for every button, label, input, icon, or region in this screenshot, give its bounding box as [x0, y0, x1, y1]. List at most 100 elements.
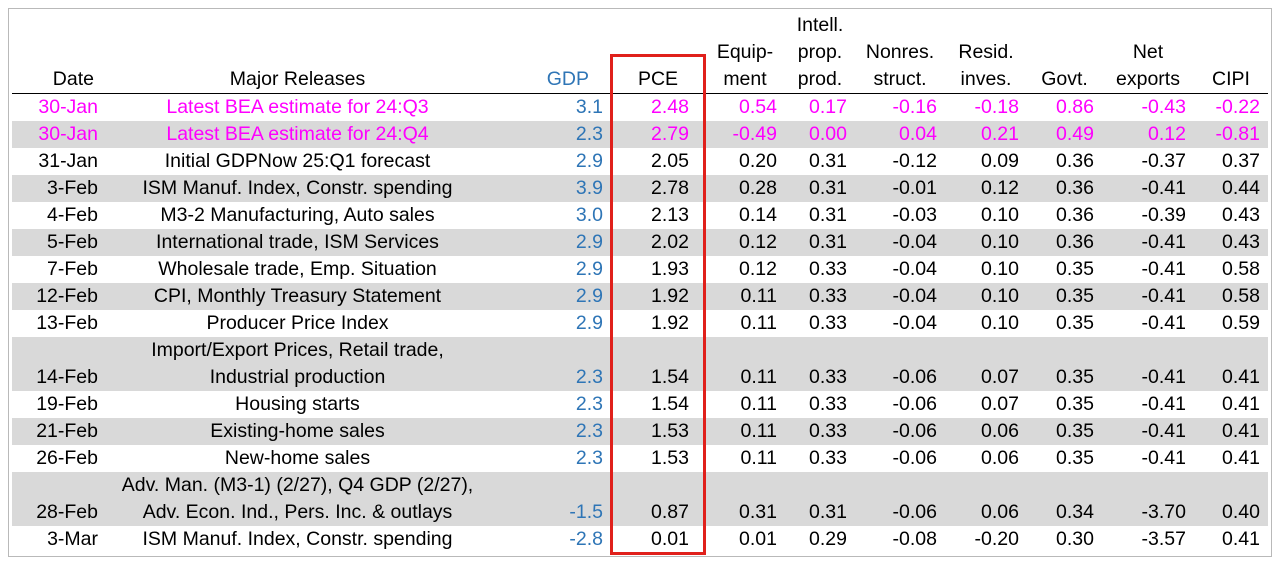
cell-gdp: 2.9	[575, 150, 603, 172]
cell-nonres: -0.08	[892, 528, 937, 550]
cell-gdp: 2.3	[491, 121, 611, 148]
cell-date: 19-Feb	[36, 393, 98, 415]
cell-date: 26-Feb	[36, 447, 98, 469]
cell-nonres: -0.03	[892, 204, 937, 226]
cell-equip: 0.11	[740, 312, 777, 334]
cell-netexp: -3.70	[1102, 472, 1194, 526]
cell-gdp: -1.5	[491, 472, 611, 526]
cell-netexp: -0.41	[1141, 312, 1186, 334]
cell-netexp: 0.12	[1102, 121, 1194, 148]
cell-resid: 0.06	[981, 447, 1019, 469]
cell-gdp: 2.3	[575, 447, 603, 469]
cell-cipi: -0.22	[1215, 96, 1260, 118]
table-row: 30-Jan Latest BEA estimate for 24:Q3 3.1 2.…	[12, 94, 1268, 122]
table-row: 12-Feb CPI, Monthly Treasury Statement 2.9…	[12, 283, 1268, 310]
cell-release: International trade, ISM Services	[104, 229, 491, 256]
cell-release: ISM Manuf. Index, Constr. spending	[142, 528, 453, 550]
column-header-resid: Resid. inves.	[945, 12, 1027, 94]
column-header-govt: Govt.	[1027, 12, 1102, 94]
cell-netexp: -0.39	[1141, 204, 1186, 226]
cell-govt: 0.35	[1027, 337, 1102, 391]
cell-ipp: 0.31	[785, 175, 855, 202]
cell-date: 3-Feb	[12, 175, 104, 202]
cell-cipi: 0.43	[1222, 204, 1260, 226]
cell-equip: 0.12	[739, 258, 777, 280]
cell-pce: 1.53	[651, 447, 689, 469]
column-header-pce: PCE	[611, 12, 705, 94]
cell-ipp: 0.33	[785, 418, 855, 445]
cell-ipp: 0.29	[809, 528, 847, 550]
cell-pce: 2.78	[611, 175, 705, 202]
table-row: 31-Jan Initial GDPNow 25:Q1 forecast 2.9 2.…	[12, 148, 1268, 175]
cell-ipp: 0.31	[809, 204, 847, 226]
cell-date: 21-Feb	[12, 418, 104, 445]
header-row: Date Major Releases GDP PCE Equip-ment Intell…	[12, 12, 1268, 94]
cell-resid: 0.12	[945, 175, 1027, 202]
gdpnow-table: Date Major Releases GDP PCE Equip-ment Intell…	[12, 12, 1268, 553]
cell-pce: 1.53	[611, 418, 705, 445]
column-header-date: Date	[12, 12, 104, 94]
cell-date: 3-Mar	[47, 528, 98, 550]
cell-pce: 2.48	[651, 96, 689, 118]
cell-ipp: 0.31	[785, 229, 855, 256]
cell-netexp: -0.41	[1102, 175, 1194, 202]
cell-resid: 0.10	[981, 258, 1019, 280]
cell-govt: 0.36	[1027, 175, 1102, 202]
cell-resid: 0.10	[945, 229, 1027, 256]
cell-gdp: 2.9	[575, 258, 603, 280]
cell-pce: 0.87	[611, 472, 705, 526]
cell-equip: 0.28	[705, 175, 785, 202]
cell-equip: 0.11	[705, 337, 785, 391]
cell-nonres: -0.04	[855, 229, 945, 256]
cell-netexp: -0.41	[1102, 337, 1194, 391]
cell-date: 5-Feb	[12, 229, 104, 256]
cell-govt: 0.35	[1027, 283, 1102, 310]
cell-netexp: -3.57	[1141, 528, 1186, 550]
column-header-gdp: GDP	[491, 12, 611, 94]
cell-netexp: -0.43	[1141, 96, 1186, 118]
table-row: 21-Feb Existing-home sales 2.3 1.53 0.11 0.33…	[12, 418, 1268, 445]
cell-ipp: 0.00	[785, 121, 855, 148]
cell-ipp: 0.33	[785, 283, 855, 310]
table-row: 30-Jan Latest BEA estimate for 24:Q4 2.3 2.…	[12, 121, 1268, 148]
cell-gdp: 3.9	[491, 175, 611, 202]
cell-ipp: 0.17	[809, 96, 847, 118]
table-row: 7-Feb Wholesale trade, Emp. Situation 2.9 1…	[12, 256, 1268, 283]
cell-pce: 1.54	[651, 393, 689, 415]
table-row: 13-Feb Producer Price Index 2.9 1.92 0.11 0.3…	[12, 310, 1268, 337]
cell-nonres: -0.06	[855, 418, 945, 445]
cell-release: Producer Price Index	[206, 312, 389, 334]
cell-date: 14-Feb	[12, 337, 104, 391]
cell-ipp: 0.33	[809, 393, 847, 415]
cell-govt: 0.35	[1056, 393, 1094, 415]
cell-netexp: -0.41	[1141, 258, 1186, 280]
cell-nonres: -0.06	[855, 337, 945, 391]
cell-govt: 0.36	[1027, 229, 1102, 256]
cell-netexp: -0.41	[1102, 418, 1194, 445]
cell-equip: 0.01	[739, 528, 777, 550]
cell-gdp: -2.8	[569, 528, 603, 550]
cell-nonres: -0.06	[892, 447, 937, 469]
cell-nonres: -0.16	[892, 96, 937, 118]
cell-equip: 0.14	[739, 204, 777, 226]
cell-govt: 0.30	[1056, 528, 1094, 550]
cell-pce: 2.13	[651, 204, 689, 226]
cell-release: ISM Manuf. Index, Constr. spending	[104, 175, 491, 202]
table-row: 28-Feb Adv. Man. (M3-1) (2/27), Q4 GDP (2…	[12, 472, 1268, 526]
cell-govt: 0.35	[1056, 258, 1094, 280]
column-header-cipi: CIPI	[1194, 12, 1268, 94]
cell-govt: 0.36	[1056, 204, 1094, 226]
column-header-equip: Equip-ment	[705, 12, 785, 94]
cell-ipp: 0.33	[809, 312, 847, 334]
cell-nonres: -0.04	[855, 283, 945, 310]
cell-netexp: -0.41	[1141, 447, 1186, 469]
cell-resid: 0.09	[981, 150, 1019, 172]
cell-release: Existing-home sales	[104, 418, 491, 445]
cell-resid: 0.10	[945, 283, 1027, 310]
table-row: 3-Feb ISM Manuf. Index, Constr. spending 3…	[12, 175, 1268, 202]
cell-govt: 0.86	[1056, 96, 1094, 118]
cell-nonres: 0.04	[855, 121, 945, 148]
cell-equip: 0.11	[740, 447, 777, 469]
cell-equip: -0.49	[705, 121, 785, 148]
cell-date: 4-Feb	[47, 204, 98, 226]
